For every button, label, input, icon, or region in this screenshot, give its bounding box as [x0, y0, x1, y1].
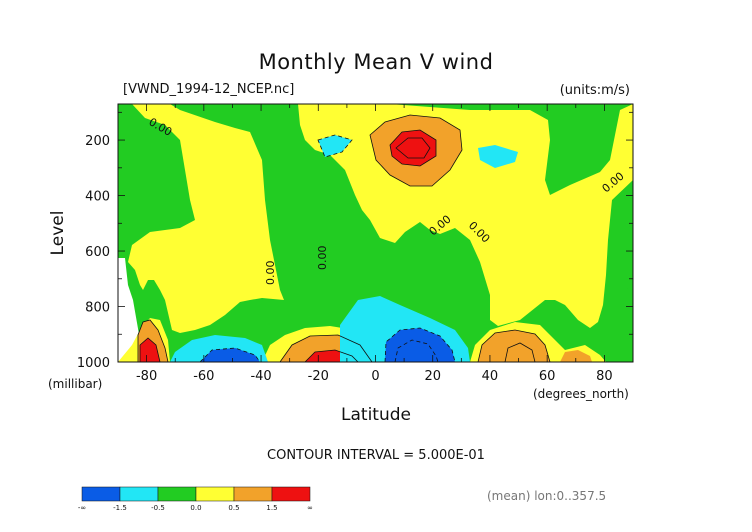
x-tick-label: 40	[482, 369, 499, 384]
colorbar-label: 0.5	[228, 504, 239, 512]
colorbar-label: -1.5	[113, 504, 127, 512]
contour-label: 0.00	[316, 246, 329, 271]
x-tick-labels: -80 -60 -40 -20 0 20 40 60 80	[136, 369, 613, 384]
y-tick-label: 200	[85, 134, 110, 149]
colorbar-swatch	[195, 486, 235, 502]
colorbar-label: -0.5	[151, 504, 165, 512]
colorbar-label: 0.0	[190, 504, 201, 512]
colorbar-swatch	[119, 486, 159, 502]
x-tick-label: -40	[250, 369, 271, 384]
y-tick-label: 600	[85, 245, 110, 260]
y-tick-labels: 200 400 600 800 1000	[77, 134, 110, 371]
x-tick-label: 80	[596, 369, 613, 384]
x-tick-label: 60	[539, 369, 556, 384]
x-tick-label: 20	[424, 369, 441, 384]
colorbar-label: ∞	[307, 504, 313, 512]
y-tick-label: 1000	[77, 356, 110, 371]
colorbar-swatch	[233, 486, 273, 502]
axis-ticks	[117, 104, 634, 363]
y-tick-label: 400	[85, 190, 110, 205]
y-tick-label: 800	[85, 301, 110, 316]
colorbar-swatch	[81, 486, 121, 502]
colorbar-swatch	[271, 486, 311, 502]
y-units: (millibar)	[48, 377, 102, 391]
x-tick-label: -80	[136, 369, 157, 384]
footer-note: (mean) lon:0..357.5	[487, 489, 606, 503]
units-label: (units:m/s)	[560, 83, 630, 98]
colorbar: -∞ -1.5 -0.5 0.0 0.5 1.5 ∞	[78, 486, 313, 512]
x-tick-label: -60	[193, 369, 214, 384]
x-tick-label: -20	[308, 369, 329, 384]
contour-field	[118, 104, 633, 362]
file-label: [VWND_1994-12_NCEP.nc]	[123, 82, 294, 97]
colorbar-label: 1.5	[266, 504, 277, 512]
colorbar-swatch	[157, 486, 197, 502]
x-axis-label: Latitude	[341, 405, 411, 425]
x-tick-label: 0	[371, 369, 379, 384]
x-units: (degrees_north)	[533, 387, 629, 401]
colorbar-label: -∞	[78, 504, 86, 512]
chart-title: Monthly Mean V wind	[259, 50, 494, 74]
contour-label: 0.00	[264, 261, 277, 286]
contour-interval: CONTOUR INTERVAL = 5.000E-01	[267, 448, 485, 463]
y-axis-label: Level	[48, 211, 68, 256]
